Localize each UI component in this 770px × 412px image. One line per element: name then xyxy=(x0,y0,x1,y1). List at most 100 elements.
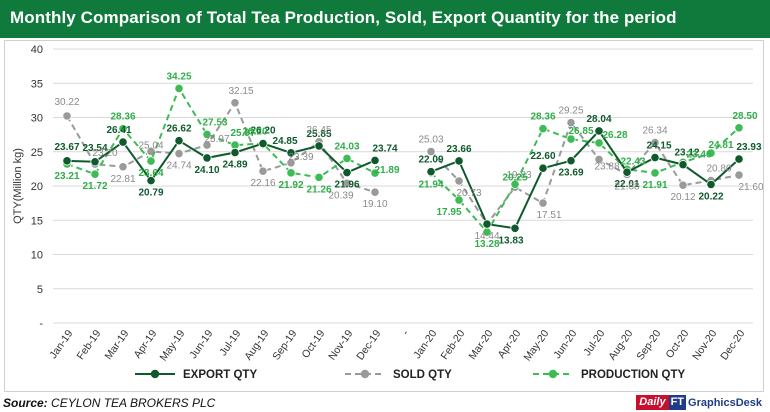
data-point xyxy=(482,219,492,229)
data-label: 23.20 xyxy=(92,148,117,159)
data-label: 27.53 xyxy=(202,117,227,128)
x-tick-label: Oct-19 xyxy=(300,328,328,361)
data-point xyxy=(426,146,436,157)
data-point xyxy=(230,98,240,108)
data-point xyxy=(538,124,548,134)
x-tick-label: Oct-20 xyxy=(664,328,692,361)
y-tick-label: 25 xyxy=(31,147,43,159)
data-label: 25.97 xyxy=(230,128,255,139)
data-label: 30.22 xyxy=(54,97,79,108)
legend-marker xyxy=(360,369,370,379)
data-label: 17.51 xyxy=(536,210,561,221)
data-label: 24.10 xyxy=(194,165,219,176)
data-label: 23.39 xyxy=(288,152,313,163)
data-point xyxy=(370,187,380,197)
series-line-sold-qty xyxy=(430,120,740,226)
data-point xyxy=(370,168,380,178)
data-label: 26.20 xyxy=(250,126,275,137)
data-label: 23.67 xyxy=(54,142,79,153)
data-point xyxy=(370,155,380,165)
chart-title: Monthly Comparison of Total Tea Producti… xyxy=(10,8,677,27)
brand-logo: Daily FT GraphicsDesk xyxy=(636,395,762,410)
source-value: CEYLON TEA BROKERS PLC xyxy=(51,396,216,410)
data-point xyxy=(734,123,744,133)
data-point xyxy=(706,179,716,190)
data-point xyxy=(118,137,128,147)
data-point xyxy=(174,83,184,93)
data-point xyxy=(342,167,352,178)
brand-graphicsdesk: GraphicsDesk xyxy=(688,396,762,409)
data-point xyxy=(622,167,632,177)
data-point xyxy=(62,111,72,121)
data-point xyxy=(566,118,576,128)
x-tick-label: Nov-20 xyxy=(690,328,719,363)
x-tick-label: Feb-19 xyxy=(75,328,104,362)
data-label: 24.81 xyxy=(708,140,733,151)
data-label: 17.95 xyxy=(436,207,461,218)
brand-ft: FT xyxy=(668,395,687,410)
x-tick-label: Aug-20 xyxy=(606,328,635,363)
data-point xyxy=(230,147,240,158)
x-tick-label: Jan-20 xyxy=(411,328,439,361)
data-point xyxy=(146,156,156,166)
x-tick-label: Sep-20 xyxy=(634,328,663,363)
data-point xyxy=(90,157,100,167)
y-tick-label: 5 xyxy=(37,284,43,296)
data-point xyxy=(706,148,716,158)
data-point xyxy=(538,198,548,208)
x-tick-label: Apr-20 xyxy=(496,328,524,361)
data-label: 24.03 xyxy=(334,141,359,152)
data-point xyxy=(118,124,128,134)
data-point xyxy=(650,152,660,163)
data-label: 28.36 xyxy=(110,112,135,123)
data-label: 25.97 xyxy=(204,134,229,145)
data-point xyxy=(734,154,744,164)
data-label: 25.03 xyxy=(418,135,443,146)
data-point xyxy=(342,178,352,188)
data-label: 20.79 xyxy=(138,188,163,199)
source-note: Source: CEYLON TEA BROKERS PLC xyxy=(3,396,215,410)
data-point xyxy=(678,180,688,190)
data-label: 23.93 xyxy=(736,142,761,153)
data-point xyxy=(594,154,604,165)
data-point xyxy=(566,134,576,144)
x-tick-label: Jun-20 xyxy=(551,328,579,361)
x-tick-label: May-19 xyxy=(158,328,188,364)
series-line-export-qty xyxy=(430,129,740,230)
data-label: 23.66 xyxy=(446,144,471,155)
y-tick-label: 35 xyxy=(31,78,43,90)
data-label: 21.68 xyxy=(614,181,639,192)
x-tick-label: Nov-19 xyxy=(326,328,355,363)
data-label: 13.28 xyxy=(474,239,499,250)
data-label: 22.60 xyxy=(530,151,555,162)
data-label: 23.69 xyxy=(558,168,583,179)
data-label: 20.80 xyxy=(706,164,731,175)
data-label: 26.85 xyxy=(568,126,593,137)
data-label: 26.45 xyxy=(306,125,331,136)
data-label: 21.26 xyxy=(306,184,331,195)
data-label: 23.46 xyxy=(686,149,711,160)
data-label: 22.81 xyxy=(110,174,135,185)
data-point xyxy=(454,156,464,166)
x-tick-label: Jul-20 xyxy=(581,328,607,358)
legend-marker xyxy=(150,369,160,379)
x-tick-label: Dec-20 xyxy=(718,328,747,363)
series-line-production-qty xyxy=(66,86,376,179)
data-label: 14.44 xyxy=(474,231,499,242)
data-point xyxy=(90,169,100,179)
data-label: 21.96 xyxy=(334,180,359,191)
data-point xyxy=(734,170,744,180)
data-label: 24.85 xyxy=(272,136,297,147)
data-label: 21.72 xyxy=(82,181,107,192)
y-tick-label: - xyxy=(39,318,43,330)
data-label: 28.50 xyxy=(732,111,757,122)
source-label: Source: xyxy=(3,396,48,410)
data-label: 21.92 xyxy=(278,180,303,191)
x-tick-label: May-20 xyxy=(522,328,552,364)
data-point xyxy=(146,175,156,186)
data-point xyxy=(594,126,604,136)
data-label: 23.54 xyxy=(82,143,107,154)
x-tick-label: Mar-20 xyxy=(467,328,496,362)
data-point xyxy=(454,176,464,186)
